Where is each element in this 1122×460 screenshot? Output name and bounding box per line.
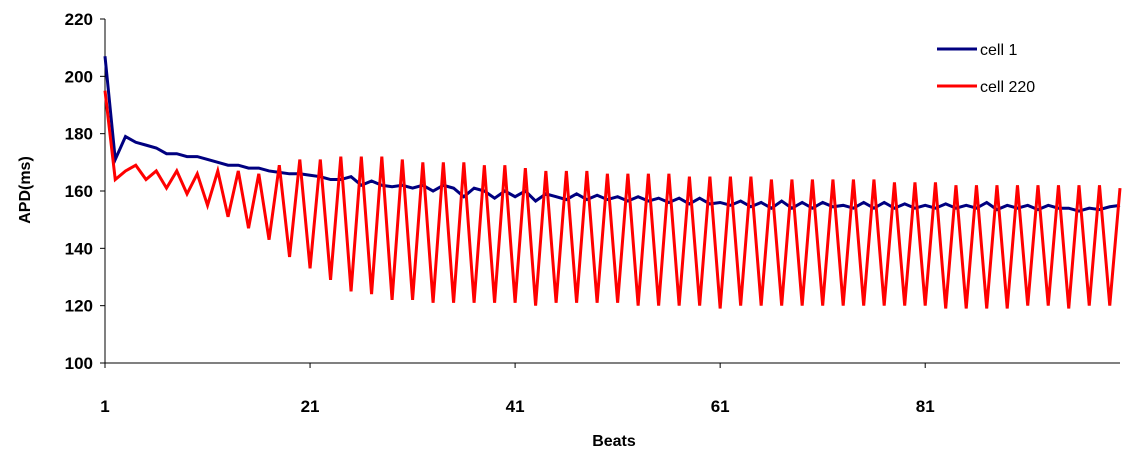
x-tick-label: 1 bbox=[100, 397, 109, 416]
y-tick-label: 100 bbox=[65, 354, 93, 373]
series-layer bbox=[103, 56, 1122, 309]
x-axis-ticks: 1 21 41 61 81 bbox=[100, 363, 935, 416]
y-tick-label: 120 bbox=[65, 297, 93, 316]
x-tick-label: 81 bbox=[916, 397, 935, 416]
x-tick-label: 61 bbox=[711, 397, 730, 416]
axes bbox=[104, 19, 1120, 364]
legend: cell 1 cell 220 bbox=[937, 42, 1035, 96]
series-line-cell-1 bbox=[103, 56, 1121, 213]
x-axis-title: Beats bbox=[592, 433, 636, 450]
y-tick-label: 220 bbox=[65, 10, 93, 29]
series-line-cell-220 bbox=[103, 90, 1122, 309]
x-tick-label: 41 bbox=[506, 397, 525, 416]
y-tick-label: 160 bbox=[65, 182, 93, 201]
y-axis-title: APD(ms) bbox=[17, 156, 34, 224]
legend-label-cell-1: cell 1 bbox=[980, 42, 1017, 59]
y-tick-label: 200 bbox=[65, 67, 93, 86]
legend-label-cell-220: cell 220 bbox=[980, 79, 1035, 96]
x-tick-label: 21 bbox=[301, 397, 320, 416]
y-axis-ticks: 100 120 140 160 180 200 220 bbox=[65, 10, 105, 373]
y-tick-label: 140 bbox=[65, 239, 93, 258]
y-tick-label: 180 bbox=[65, 125, 93, 144]
